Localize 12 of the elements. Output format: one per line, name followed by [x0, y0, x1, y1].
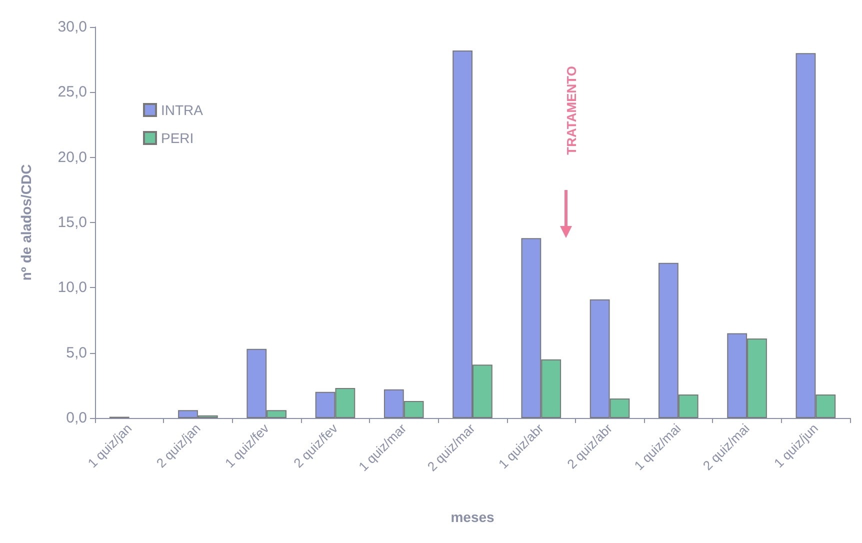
legend-label: INTRA — [161, 102, 204, 118]
legend-label: PERI — [161, 130, 194, 146]
y-tick-label: 25,0 — [58, 84, 87, 101]
y-tick-label: 0,0 — [66, 410, 87, 426]
x-axis-title: meses — [450, 509, 495, 525]
y-tick-label: 5,0 — [66, 344, 87, 362]
y-tick-label: 10,0 — [58, 279, 87, 296]
y-axis-title: nº de alados/CDC — [18, 164, 34, 281]
y-tick-label: 15,0 — [58, 214, 87, 231]
y-tick-label: 30,0 — [58, 18, 87, 36]
annotation: TRATAMENTO — [564, 66, 579, 155]
y-tick-label: 20,0 — [58, 148, 87, 166]
